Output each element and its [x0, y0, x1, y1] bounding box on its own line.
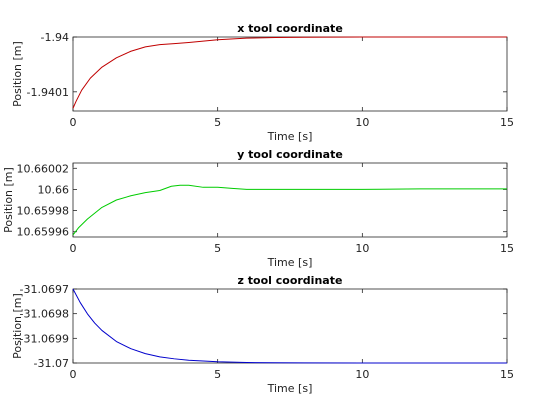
x-tick-label: 10 — [355, 242, 369, 255]
x-tick-label: 15 — [500, 116, 514, 129]
y-tick-label: 10.65996 — [17, 226, 70, 239]
chart-title: x tool coordinate — [237, 22, 343, 35]
y-axis-label: Position [m] — [11, 41, 24, 107]
y-tick-label: 10.66 — [38, 183, 70, 196]
chart-title: y tool coordinate — [237, 148, 343, 161]
y-tick-label: -31.0697 — [20, 283, 69, 296]
y-tick-label: -31.0698 — [20, 308, 69, 321]
chart-panel-1: y tool coordinate 0 5 10 15 10.65996 10.65998 1… — [2, 148, 514, 269]
plot-area-frame — [72, 36, 508, 112]
x-tick-label: 10 — [355, 116, 369, 129]
x-tick-label: 0 — [70, 368, 77, 381]
y-axis-label: Position [m] — [2, 167, 15, 233]
y-tick-label: 10.65998 — [17, 205, 70, 218]
series-line-0 — [72, 184, 507, 236]
y-tick-label: -31.07 — [34, 357, 69, 370]
y-tick-label: -1.94 — [41, 31, 69, 44]
chart-title: z tool coordinate — [238, 274, 343, 287]
x-tick-label: 15 — [500, 368, 514, 381]
x-tick-label: 5 — [214, 242, 221, 255]
x-tick-label: 5 — [214, 368, 221, 381]
chart-panel-0: x tool coordinate 0 5 10 15 -1.94 -1.9401 Time … — [11, 22, 514, 143]
x-axis-label: Time [s] — [267, 130, 313, 143]
x-tick-label: 10 — [355, 368, 369, 381]
x-axis-label: Time [s] — [267, 382, 313, 395]
y-tick-label: -1.9401 — [27, 86, 69, 99]
x-axis-label: Time [s] — [267, 256, 313, 269]
chart-panel-2: z tool coordinate 0 5 10 15 -31.0697 -31.0698 -… — [11, 274, 514, 395]
x-tick-label: 0 — [70, 116, 77, 129]
series-line-0 — [72, 36, 507, 109]
y-tick-label: -31.0699 — [20, 332, 69, 345]
plot-area-frame — [72, 288, 508, 364]
y-axis-label: Position [m] — [11, 293, 24, 359]
plot-area-frame — [72, 162, 508, 238]
series-line-0 — [72, 288, 507, 364]
y-tick-label: 10.66002 — [17, 162, 70, 175]
x-tick-label: 0 — [70, 242, 77, 255]
x-tick-label: 5 — [214, 116, 221, 129]
x-tick-label: 15 — [500, 242, 514, 255]
